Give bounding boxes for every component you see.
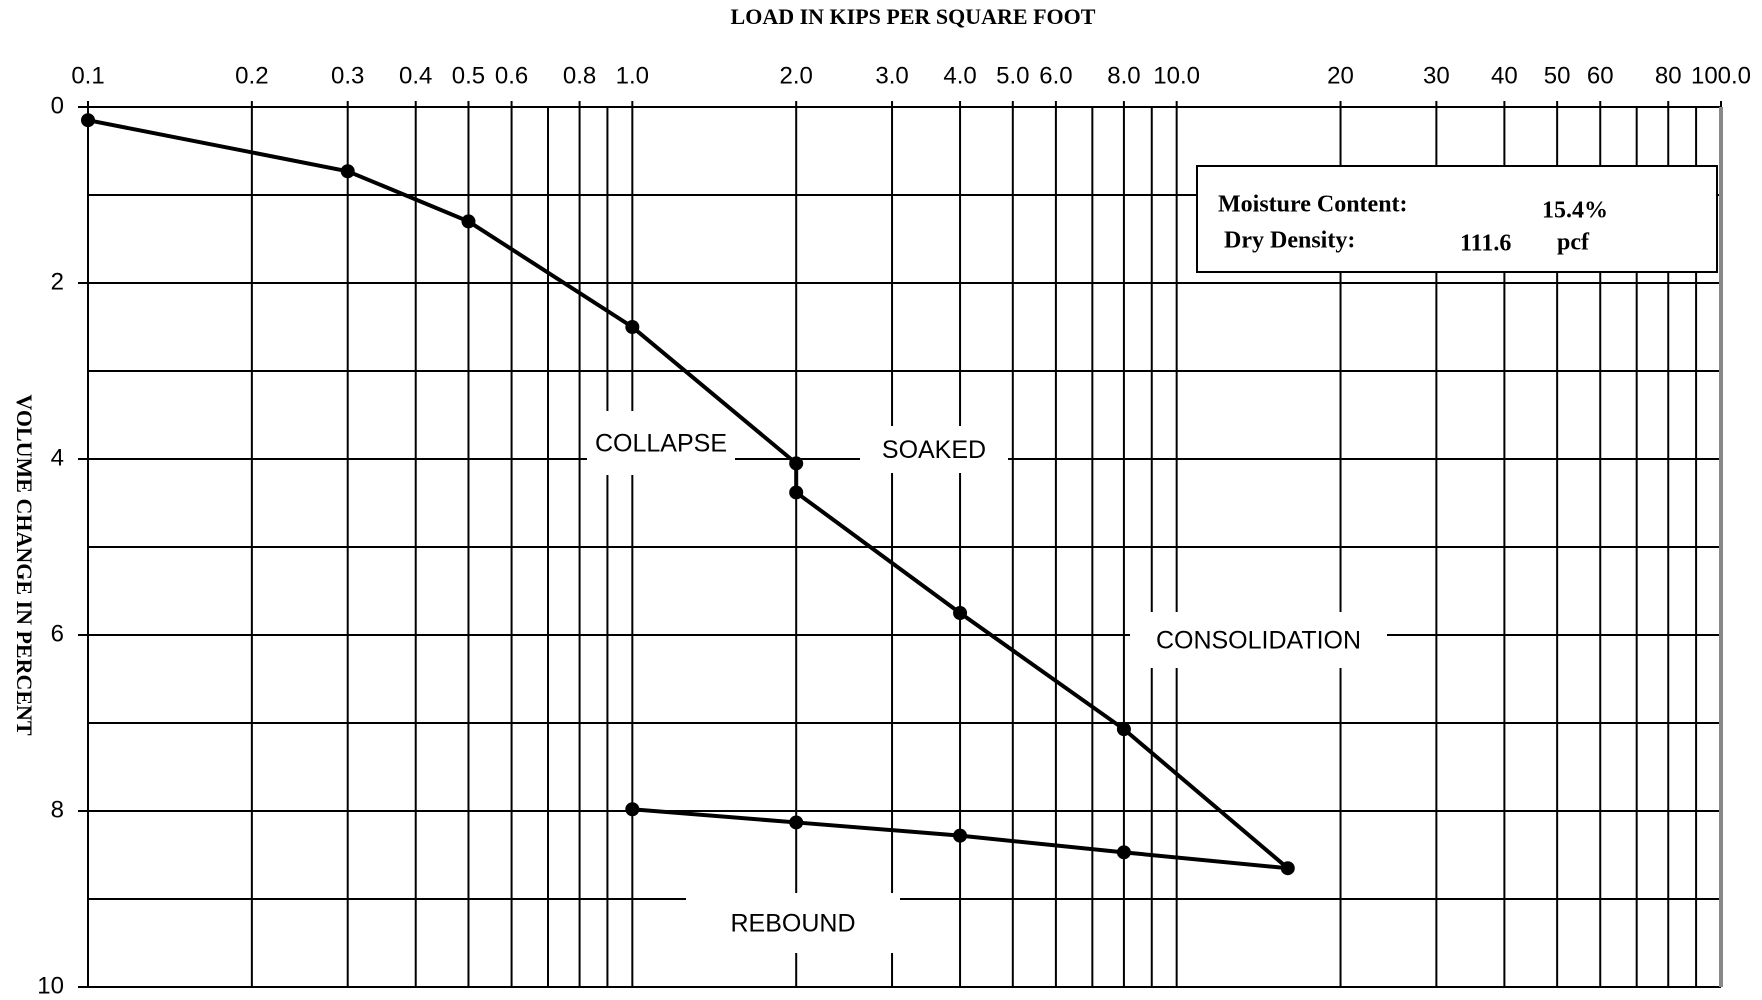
info-text: Dry Density: (1224, 228, 1355, 254)
x-tick-label: 20 (1327, 62, 1354, 89)
x-tick-label: 40 (1491, 62, 1518, 89)
data-point (625, 320, 640, 334)
y-tick-label: 2 (51, 268, 64, 295)
x-tick-label: 80 (1655, 62, 1682, 89)
y-tick-label: 4 (51, 444, 64, 471)
chart-title: LOAD IN KIPS PER SQUARE FOOT (731, 4, 1096, 29)
info-text: 111.6 (1460, 231, 1511, 257)
annotation: CONSOLIDATION (1156, 627, 1361, 655)
data-line (87, 118, 1294, 871)
annotation-background (587, 411, 735, 475)
annotation-background (1130, 612, 1387, 668)
y-axis-label: VOLUME CHANGE IN PERCENT (12, 394, 37, 736)
data-point (81, 113, 95, 128)
x-tick-label: 30 (1423, 62, 1450, 89)
annotation: COLLAPSE (595, 430, 727, 458)
x-tick-label: 0.2 (235, 62, 268, 89)
annotation: SOAKED (882, 436, 986, 464)
data-point (461, 214, 476, 229)
x-tick-label: 0.8 (563, 62, 596, 89)
x-tick-label: 2.0 (780, 62, 813, 89)
data-point (789, 456, 804, 471)
data-point (625, 802, 640, 817)
info-box (1196, 165, 1718, 273)
x-tick-label: 50 (1544, 62, 1571, 89)
y-tick-label: 6 (51, 620, 64, 647)
x-tick-label: 0.6 (495, 62, 528, 89)
data-point (340, 164, 355, 179)
y-tick-label: 8 (51, 796, 64, 823)
x-tick-label: 0.4 (399, 62, 432, 89)
annotation: REBOUND (730, 910, 855, 938)
data-point (1116, 722, 1131, 737)
x-tick-label: 0.1 (71, 62, 104, 89)
x-tick-label: 10.0 (1153, 62, 1200, 89)
info-text: pcf (1557, 230, 1590, 256)
x-tick-label: 1.0 (616, 62, 649, 89)
annotation-background (686, 893, 900, 953)
x-tick-label: 3.0 (875, 62, 908, 89)
data-point (1116, 845, 1131, 860)
data-point (789, 485, 804, 500)
data-point (953, 828, 968, 843)
data-point (1280, 861, 1295, 876)
x-tick-label: 0.3 (331, 62, 364, 89)
x-tick-label: 4.0 (943, 62, 976, 89)
x-tick-label: 60 (1587, 62, 1614, 89)
annotation-background (860, 426, 1008, 473)
data-point (789, 815, 804, 830)
data-point (953, 606, 968, 620)
x-tick-label: 0.5 (452, 62, 485, 89)
x-tick-label: 100.0 (1691, 62, 1751, 89)
y-tick-label: 10 (37, 972, 64, 999)
x-tick-label: 5.0 (996, 62, 1029, 89)
y-tick-label: 0 (51, 92, 64, 119)
info-text: 15.4% (1542, 198, 1608, 224)
info-text: Moisture Content: (1218, 192, 1408, 218)
x-tick-label: 8.0 (1107, 62, 1140, 89)
x-tick-label: 6.0 (1039, 62, 1072, 89)
